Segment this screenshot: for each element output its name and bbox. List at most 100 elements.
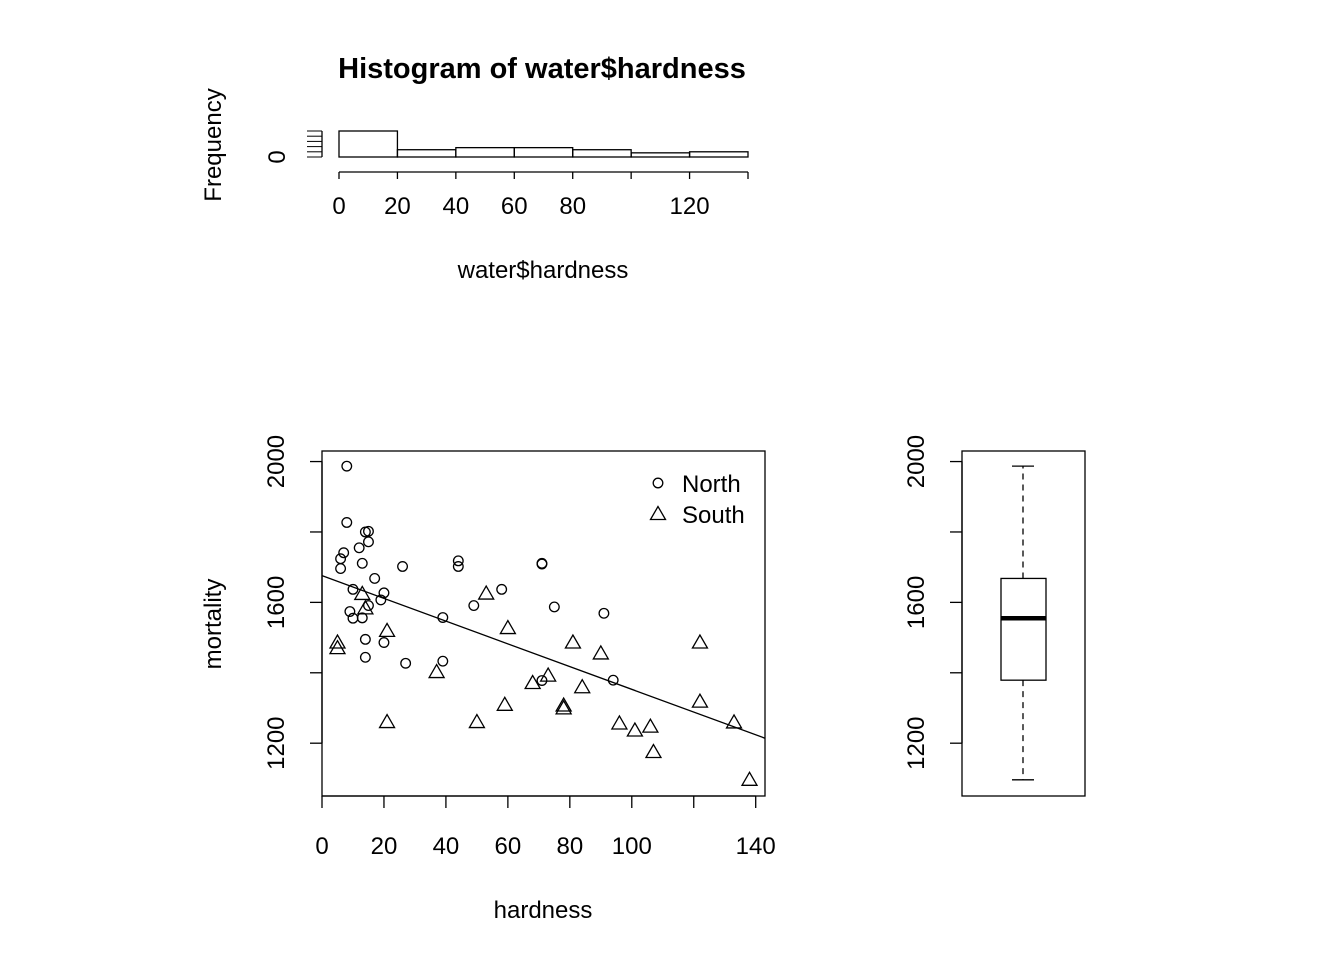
- histogram-x-tick-label: 40: [443, 193, 470, 220]
- data-point-north: [353, 542, 365, 554]
- data-point-north: [397, 561, 408, 572]
- histogram-bar: [572, 149, 632, 158]
- regression-line-path: [321, 575, 766, 739]
- histogram-axes: 0 20 40 60 80 120 0: [264, 130, 749, 220]
- histogram-y-label: Frequency: [200, 88, 227, 201]
- data-point-south: [564, 633, 582, 649]
- histogram-x-tick-label: 0: [332, 193, 345, 220]
- histogram-bar: [513, 146, 574, 158]
- scatter-y-tick-label: 1200: [263, 716, 290, 769]
- boxplot-axes: 1200 1600 2000: [903, 435, 963, 770]
- boxplot: 1200 1600 2000: [903, 435, 1086, 797]
- data-point-south: [328, 639, 347, 655]
- data-point-north: [335, 563, 347, 575]
- data-point-south: [592, 644, 610, 660]
- legend: North South: [649, 471, 745, 529]
- data-point-north: [536, 557, 548, 569]
- data-point-south: [555, 699, 573, 715]
- data-point-south: [496, 696, 514, 711]
- data-point-north: [452, 561, 464, 572]
- data-point-north: [341, 460, 353, 472]
- histogram-bar: [455, 146, 515, 158]
- scatter-x-tick-label: 20: [371, 833, 398, 860]
- data-point-north: [452, 555, 464, 567]
- histogram-bar: [338, 130, 399, 158]
- data-point-south: [610, 714, 629, 730]
- data-point-north: [344, 606, 356, 617]
- data-point-north: [607, 674, 619, 686]
- regression-line: [321, 575, 766, 739]
- boxplot-y-tick-label: 1600: [903, 576, 930, 629]
- data-point-south: [524, 674, 542, 690]
- scatter-points: [328, 460, 759, 786]
- scatter-x-tick-label: 80: [556, 833, 583, 860]
- scatter-x-tick-label: 100: [612, 833, 652, 860]
- data-point-south: [641, 717, 660, 733]
- data-point-south: [477, 584, 495, 600]
- data-point-north: [437, 655, 449, 667]
- data-point-south: [691, 692, 709, 708]
- data-point-north: [335, 553, 347, 565]
- data-point-north: [378, 637, 390, 648]
- histogram-bars: [338, 130, 749, 158]
- histogram-x-tick-label: 80: [559, 193, 586, 220]
- histogram-bar: [688, 151, 749, 158]
- legend-label: South: [682, 502, 745, 529]
- data-point-north: [375, 594, 387, 606]
- legend-label: North: [682, 471, 741, 498]
- interquartile-box: [1000, 577, 1047, 681]
- scatter-x-tick-label: 40: [433, 833, 460, 860]
- scatter-y-tick-label: 1600: [263, 576, 290, 629]
- data-point-north: [437, 612, 449, 623]
- data-point-south: [573, 678, 591, 694]
- data-point-south: [378, 713, 396, 729]
- data-point-north: [468, 600, 480, 611]
- data-point-north: [378, 587, 390, 599]
- histogram-bar: [396, 149, 457, 158]
- data-point-north: [338, 547, 350, 559]
- data-point-north: [356, 557, 368, 569]
- data-point-north: [341, 517, 353, 528]
- histogram-title: Histogram of water$hardness: [338, 53, 746, 85]
- histogram: Histogram of water$hardness water$hardne…: [200, 53, 749, 284]
- data-point-north: [369, 572, 381, 584]
- scatter-x-tick-label: 60: [495, 833, 522, 860]
- data-point-north: [359, 633, 371, 645]
- histogram-x-tick-label: 120: [670, 193, 710, 220]
- data-point-north: [363, 525, 374, 537]
- scatter-y-label: mortality: [200, 579, 227, 670]
- histogram-x-tick-label: 20: [384, 193, 411, 220]
- legend-symbol-north: [652, 477, 664, 489]
- data-point-south: [539, 666, 557, 682]
- data-point-north: [363, 536, 374, 548]
- boxplot-box: [1000, 465, 1047, 781]
- data-point-south: [499, 619, 517, 635]
- boxplot-y-tick-label: 1200: [903, 716, 930, 769]
- histogram-y-tick-label: 0: [264, 150, 291, 163]
- data-point-south: [626, 721, 644, 737]
- data-point-north: [347, 583, 359, 595]
- histogram-x-tick-label: 60: [501, 193, 528, 220]
- boxplot-y-tick-label: 2000: [903, 435, 930, 488]
- scatter-x-tick-label: 140: [736, 833, 776, 860]
- legend-symbol-south: [649, 505, 667, 521]
- data-point-north: [598, 607, 610, 619]
- data-point-north: [496, 583, 508, 595]
- data-point-south: [427, 663, 446, 679]
- data-point-south: [725, 713, 743, 729]
- scatter-axes: 0 20 40 60 80 100 140 1200 1600 2000: [263, 435, 776, 860]
- data-point-north: [548, 601, 560, 613]
- scatter-x-tick-label: 0: [315, 833, 328, 860]
- data-point-south: [740, 771, 759, 786]
- data-point-north: [359, 651, 371, 663]
- scatter-x-label: hardness: [494, 897, 593, 924]
- scatter-y-tick-label: 2000: [263, 435, 290, 488]
- data-point-north: [356, 612, 368, 624]
- data-point-south: [378, 622, 396, 638]
- data-point-south: [328, 633, 347, 649]
- data-point-south: [353, 585, 371, 601]
- histogram-bar: [630, 152, 691, 158]
- data-point-south: [691, 633, 709, 649]
- data-point-north: [400, 657, 412, 669]
